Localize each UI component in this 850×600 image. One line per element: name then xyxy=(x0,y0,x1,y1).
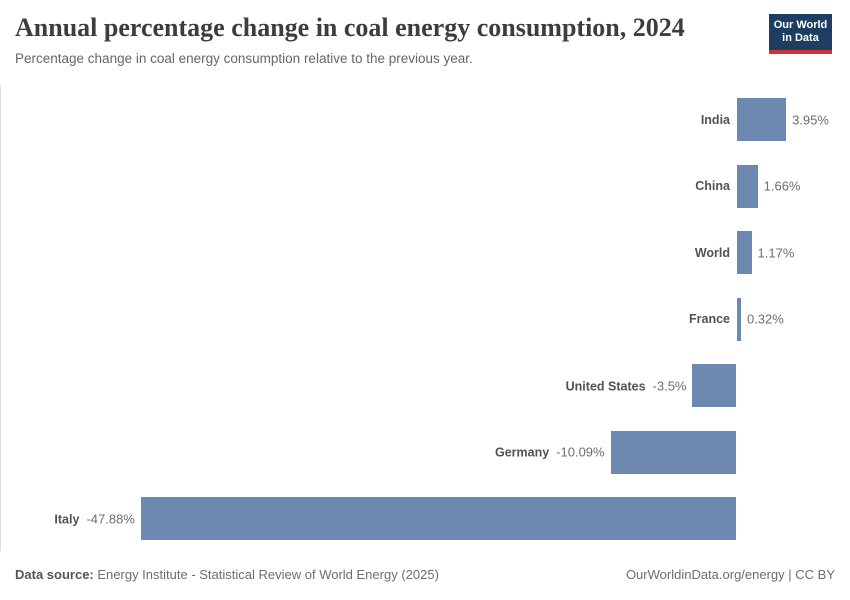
bar-united-states[interactable] xyxy=(692,364,736,407)
value-label-france: 0.32% xyxy=(746,311,784,327)
entity-label-germany: Germany xyxy=(494,445,550,460)
bar-chart: India 3.95% China 1.66% World 1.17% France 0.32… xyxy=(0,85,850,551)
label-group-united-states: United States -3.5% xyxy=(566,379,687,393)
zero-axis-line xyxy=(0,85,1,551)
value-label-china: 1.66% xyxy=(763,178,801,194)
bar-italy[interactable] xyxy=(140,497,736,540)
value-label-world: 1.17% xyxy=(757,245,795,260)
data-source-label: Data source: xyxy=(15,567,94,582)
entity-label-italy: Italy xyxy=(54,511,80,526)
bar-france[interactable] xyxy=(737,297,741,341)
entity-label-world: World xyxy=(694,245,730,260)
data-source-text: Energy Institute - Statistical Review of… xyxy=(97,567,439,582)
label-group-italy: Italy -47.88% xyxy=(54,512,134,526)
owid-logo[interactable]: Our World in Data xyxy=(769,14,832,54)
entity-label-united-states: United States xyxy=(565,378,646,393)
value-label-italy: -47.88% xyxy=(86,510,135,526)
page-subtitle: Percentage change in coal energy consump… xyxy=(15,51,473,66)
bar-india[interactable] xyxy=(737,98,787,141)
label-group-germany: Germany -10.09% xyxy=(495,445,605,459)
entity-label-india: India xyxy=(700,112,730,127)
entity-label-france: France xyxy=(689,311,730,326)
bar-germany[interactable] xyxy=(610,430,736,474)
entity-label-china: China xyxy=(695,178,730,193)
bar-china[interactable] xyxy=(737,164,758,208)
bar-world[interactable] xyxy=(737,231,752,274)
owid-logo-line2: in Data xyxy=(782,32,819,44)
owid-logo-line1: Our World xyxy=(773,19,828,31)
value-label-germany: -10.09% xyxy=(556,444,605,460)
owid-url-link[interactable]: OurWorldinData.org/energy | CC BY xyxy=(625,567,835,582)
chart-footer: Data source: Energy Institute - Statisti… xyxy=(15,567,835,582)
data-source-note: Data source: Energy Institute - Statisti… xyxy=(15,567,439,582)
value-label-india: 3.95% xyxy=(792,112,829,127)
page-title: Annual percentage change in coal energy … xyxy=(15,13,685,42)
value-label-united-states: -3.5% xyxy=(652,377,687,393)
